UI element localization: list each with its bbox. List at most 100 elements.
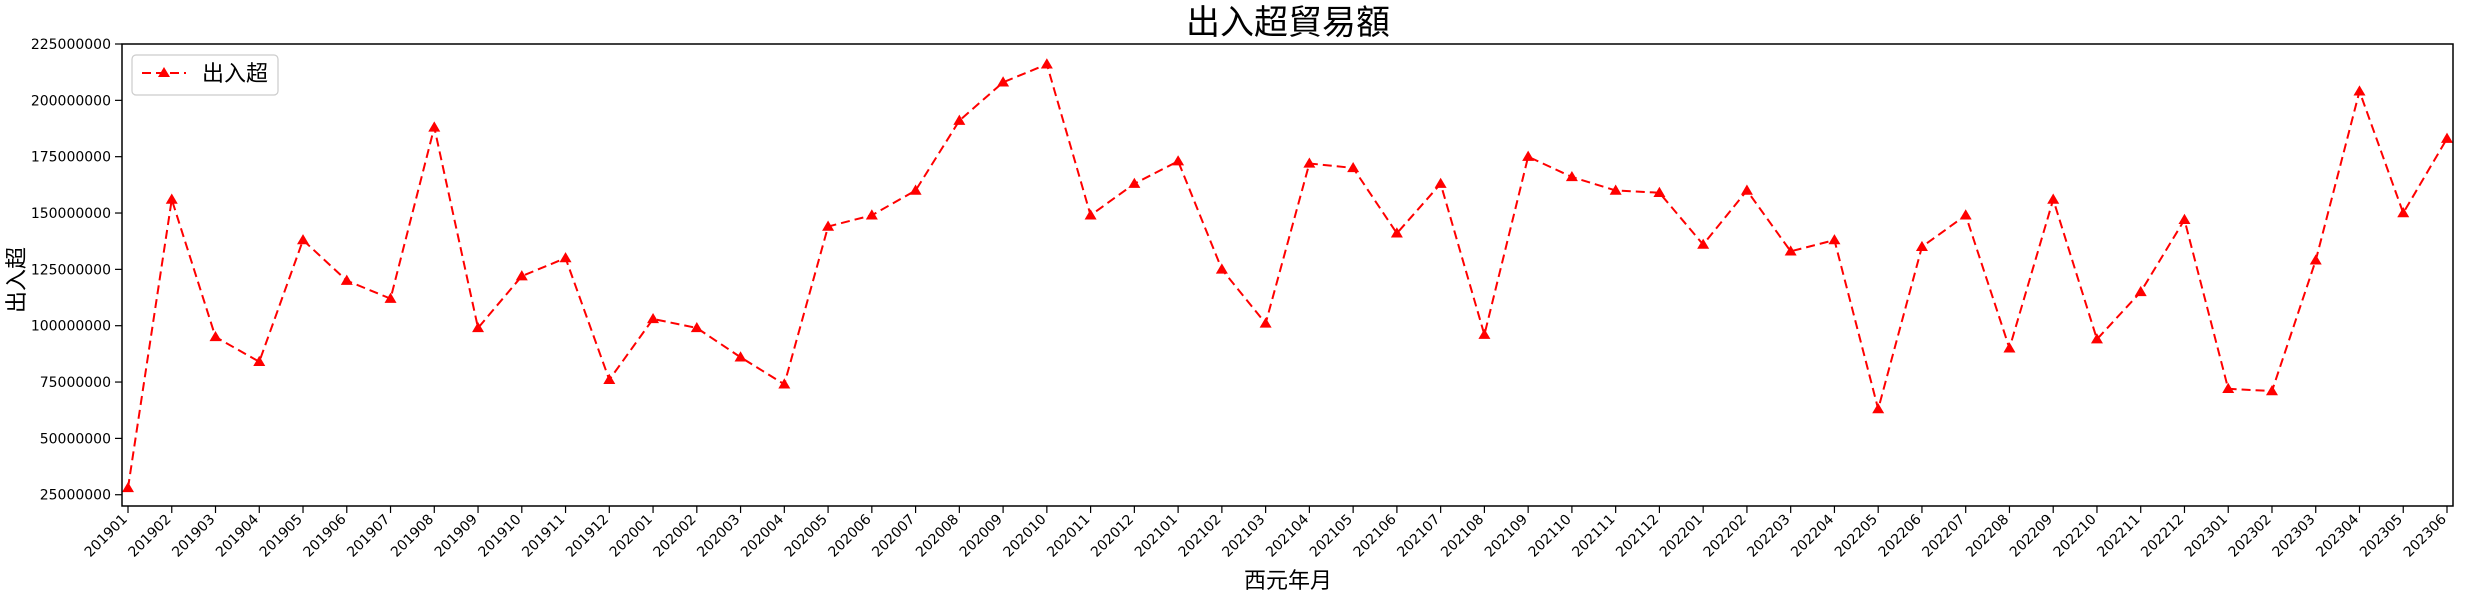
x-tick-label: 202302 <box>2226 512 2275 561</box>
x-tick-label: 201911 <box>519 512 568 561</box>
y-tick-label: 225000000 <box>31 37 111 53</box>
data-point-marker <box>340 274 353 285</box>
x-tick-label: 202210 <box>2051 512 2100 561</box>
x-tick-label: 202108 <box>1438 512 1487 561</box>
data-point-marker <box>1390 227 1403 238</box>
data-point-marker <box>1959 209 1972 220</box>
x-tick-label: 202006 <box>826 511 875 560</box>
x-tick-label: 202106 <box>1351 511 1400 560</box>
data-point-marker <box>909 184 922 195</box>
data-point-marker <box>865 209 878 220</box>
x-tick-label: 202306 <box>2401 511 2450 560</box>
x-tick-label: 202012 <box>1088 512 1137 561</box>
data-point-marker <box>647 312 660 324</box>
data-point-marker <box>1565 170 1578 182</box>
data-point-marker <box>253 355 266 366</box>
data-point-marker <box>2178 213 2191 224</box>
x-tick-label: 202101 <box>1132 512 1181 561</box>
x-tick-label: 202301 <box>2182 512 2231 561</box>
data-point-marker <box>2397 207 2410 218</box>
data-point-marker <box>209 330 222 342</box>
x-tick-label: 202203 <box>1744 512 1793 561</box>
data-point-marker <box>472 321 485 333</box>
data-point-marker <box>734 351 747 362</box>
data-point-marker <box>953 114 966 125</box>
x-tick-label: 201903 <box>169 512 218 561</box>
x-tick-label: 202010 <box>1001 512 1050 561</box>
x-tick-label: 202008 <box>913 512 962 561</box>
data-point-marker <box>559 252 572 263</box>
data-point-marker <box>1609 184 1622 195</box>
x-tick-label: 202102 <box>1176 512 1225 561</box>
x-tick-label: 201901 <box>82 512 131 561</box>
x-tick-label: 201906 <box>300 511 349 560</box>
data-point-marker <box>384 292 397 303</box>
x-tick-label: 201909 <box>432 512 481 561</box>
x-tick-label: 202005 <box>782 512 831 561</box>
y-axis: 25000000 50000000 75000000 100000000 1250000… <box>31 37 122 504</box>
x-axis-label: 西元年月 <box>1244 569 1332 594</box>
legend: 出入超 <box>131 54 279 96</box>
data-point-marker <box>1303 157 1316 168</box>
x-tick-label: 202207 <box>1919 512 1968 561</box>
data-point-marker <box>515 270 528 281</box>
x-tick-label: 202110 <box>1526 512 1575 561</box>
data-point-marker <box>2090 333 2103 344</box>
y-tick-label: 25000000 <box>40 488 111 504</box>
data-point-marker <box>1522 150 1535 161</box>
data-point-marker <box>1653 186 1666 197</box>
series-line <box>127 62 2448 489</box>
y-axis-label: 出入超 <box>5 247 30 313</box>
data-point-marker <box>1478 328 1491 339</box>
x-tick-label: 201912 <box>563 512 612 561</box>
data-point-marker <box>1872 403 1885 414</box>
x-tick-label: 202103 <box>1219 512 1268 561</box>
x-tick-label: 202304 <box>2313 511 2362 560</box>
x-tick-label: 201908 <box>388 512 437 561</box>
data-point-marker <box>822 220 835 231</box>
x-tick-label: 202206 <box>1876 511 1925 560</box>
x-tick-label: 202009 <box>957 512 1006 561</box>
x-axis: 2019012019022019032019042019052019062019… <box>82 506 2450 561</box>
plot-area-frame <box>121 43 2454 507</box>
data-point-marker <box>428 121 441 132</box>
x-tick-label: 202002 <box>651 512 700 561</box>
x-tick-label: 202004 <box>738 511 787 560</box>
x-tick-label: 201907 <box>344 512 393 561</box>
series-layer <box>122 58 2453 493</box>
data-point-marker <box>603 373 616 384</box>
x-tick-label: 202104 <box>1263 511 1312 560</box>
data-point-marker <box>1697 238 1710 249</box>
data-point-marker <box>1740 184 1753 195</box>
data-point-marker <box>2309 254 2322 265</box>
data-point-marker <box>1040 58 1053 69</box>
data-point-marker <box>122 481 134 493</box>
x-tick-label: 202208 <box>1963 512 2012 561</box>
legend-triangle-marker <box>158 67 170 77</box>
y-tick-label: 125000000 <box>31 262 111 278</box>
x-tick-label: 202209 <box>2007 512 2056 561</box>
data-point-marker <box>2134 285 2147 297</box>
x-tick-label: 202204 <box>1788 511 1837 560</box>
data-point-marker <box>690 321 703 333</box>
x-tick-label: 201905 <box>257 512 306 561</box>
data-point-marker <box>2353 85 2366 96</box>
data-point-marker <box>1784 245 1797 256</box>
data-point-marker <box>1215 263 1228 274</box>
data-point-marker <box>2441 132 2453 143</box>
data-point-marker <box>1828 234 1841 245</box>
x-tick-label: 202001 <box>607 512 656 561</box>
data-point-marker <box>1172 155 1185 166</box>
x-tick-label: 202003 <box>694 512 743 561</box>
x-tick-label: 202007 <box>869 512 918 561</box>
x-tick-label: 201902 <box>125 512 174 561</box>
data-point-marker <box>297 234 310 245</box>
data-point-marker <box>2222 382 2235 394</box>
data-point-marker <box>165 193 178 204</box>
x-tick-label: 202105 <box>1307 512 1356 561</box>
legend-label: 出入超 <box>202 62 268 87</box>
x-tick-label: 201904 <box>213 511 262 560</box>
x-tick-label: 202107 <box>1394 512 1443 561</box>
data-point-marker <box>2265 385 2278 396</box>
legend-frame <box>131 54 279 96</box>
